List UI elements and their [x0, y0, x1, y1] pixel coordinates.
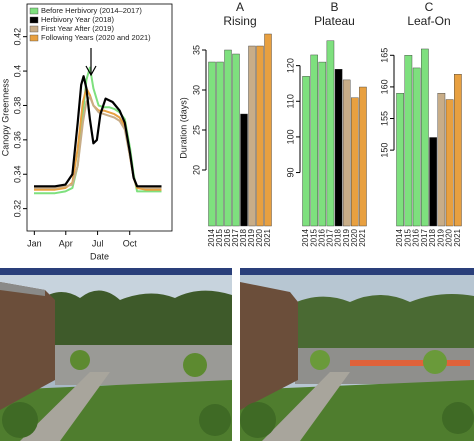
- x-tick-label: 2021: [263, 228, 272, 246]
- x-tick-label: 2019: [247, 228, 256, 246]
- y-tick-label: 0.36: [12, 131, 22, 149]
- panel-title: Plateau: [314, 14, 355, 28]
- y-tick-label: 120: [285, 58, 295, 73]
- x-tick-label: 2017: [326, 228, 335, 246]
- series-line: [34, 75, 162, 188]
- legend-swatch: [29, 34, 39, 42]
- y-axis-label: Duration (days): [178, 97, 188, 159]
- legend-swatch: [29, 7, 39, 15]
- bar: [421, 48, 429, 227]
- x-tick-label: 2017: [420, 228, 429, 246]
- bar: [232, 53, 240, 227]
- bar: [256, 45, 264, 227]
- y-tick-label: 100: [285, 129, 295, 144]
- x-tick-label: 2016: [223, 228, 232, 246]
- bar: [318, 61, 327, 227]
- y-tick-label: 165: [379, 48, 389, 63]
- bar: [248, 45, 256, 227]
- y-tick-label: 155: [379, 111, 389, 126]
- x-tick-label: 2019: [436, 228, 445, 246]
- y-tick-label: 0.38: [12, 97, 22, 115]
- x-tick-label: 2020: [445, 228, 454, 246]
- x-tick-label: 2015: [309, 228, 318, 246]
- x-tick-label: Jan: [27, 238, 42, 248]
- photo-left: [0, 268, 232, 441]
- plot-frame: [26, 3, 173, 232]
- y-axis-label: Canopy Greenness: [0, 78, 10, 156]
- bar: [342, 79, 351, 227]
- x-tick-label: Jul: [92, 238, 104, 248]
- y-tick-label: 35: [191, 45, 201, 55]
- x-axis-label: Date: [90, 251, 109, 261]
- bar: [224, 49, 232, 227]
- panel-letter: C: [425, 0, 434, 14]
- x-tick-label: 2014: [301, 228, 310, 246]
- bar: [351, 97, 359, 227]
- x-tick-label: 2021: [358, 228, 367, 246]
- y-tick-label: 160: [379, 79, 389, 94]
- bar: [334, 68, 343, 227]
- bar: [412, 67, 421, 227]
- bar: [240, 113, 248, 227]
- y-tick-label: 110: [285, 94, 295, 108]
- x-tick-label: 2014: [207, 228, 216, 246]
- x-tick-label: 2019: [342, 228, 351, 246]
- x-tick-label: 2017: [231, 228, 240, 246]
- y-tick-label: 20: [191, 165, 201, 175]
- x-tick-label: 2018: [334, 228, 343, 246]
- legend-label: Following Years (2020 and 2021): [41, 33, 151, 42]
- bar: [429, 137, 437, 227]
- y-tick-label: 0.42: [12, 28, 22, 46]
- x-tick-label: 2015: [403, 228, 412, 246]
- bar: [302, 76, 310, 227]
- x-tick-label: Apr: [59, 238, 73, 248]
- legend-label: Herbivory Year (2018): [41, 15, 114, 24]
- panel-letter: B: [330, 0, 338, 14]
- legend-swatch: [29, 16, 39, 24]
- bar: [208, 61, 216, 227]
- x-tick-label: 2016: [317, 228, 326, 246]
- x-tick-label: 2015: [215, 228, 224, 246]
- y-tick-label: 30: [191, 85, 201, 95]
- bar: [396, 93, 404, 227]
- bar: [264, 33, 272, 227]
- y-tick-label: 90: [285, 168, 295, 178]
- arrow: [85, 48, 97, 77]
- photo-right: [240, 268, 474, 441]
- bar: [437, 93, 446, 227]
- legend-swatch: [29, 25, 39, 33]
- bar: [445, 99, 454, 227]
- bar: [404, 55, 413, 227]
- y-tick-label: 0.34: [12, 165, 22, 183]
- panel-title: Rising: [223, 14, 256, 28]
- series-line: [34, 95, 162, 189]
- legend-label: Before Herbivory (2014–2017): [41, 6, 142, 15]
- y-tick-label: 150: [379, 143, 389, 158]
- bar: [310, 54, 318, 227]
- legend-label: First Year After (2019): [41, 24, 114, 33]
- y-tick-label: 0.32: [12, 200, 22, 218]
- bar: [326, 40, 335, 227]
- x-tick-label: 2018: [428, 228, 437, 246]
- x-tick-label: 2020: [350, 228, 359, 246]
- x-tick-label: 2020: [255, 228, 264, 246]
- bar: [454, 74, 462, 227]
- y-tick-label: 0.4: [12, 65, 22, 78]
- x-tick-label: 2016: [412, 228, 421, 246]
- bar: [359, 86, 367, 227]
- x-tick-label: 2021: [453, 228, 462, 246]
- panel-letter: A: [236, 0, 244, 14]
- y-tick-label: 25: [191, 125, 201, 135]
- x-tick-label: 2014: [395, 228, 404, 246]
- x-tick-label: 2018: [239, 228, 248, 246]
- bar: [216, 61, 224, 227]
- x-tick-label: Oct: [123, 238, 138, 248]
- panel-title: Leaf-On: [407, 14, 450, 28]
